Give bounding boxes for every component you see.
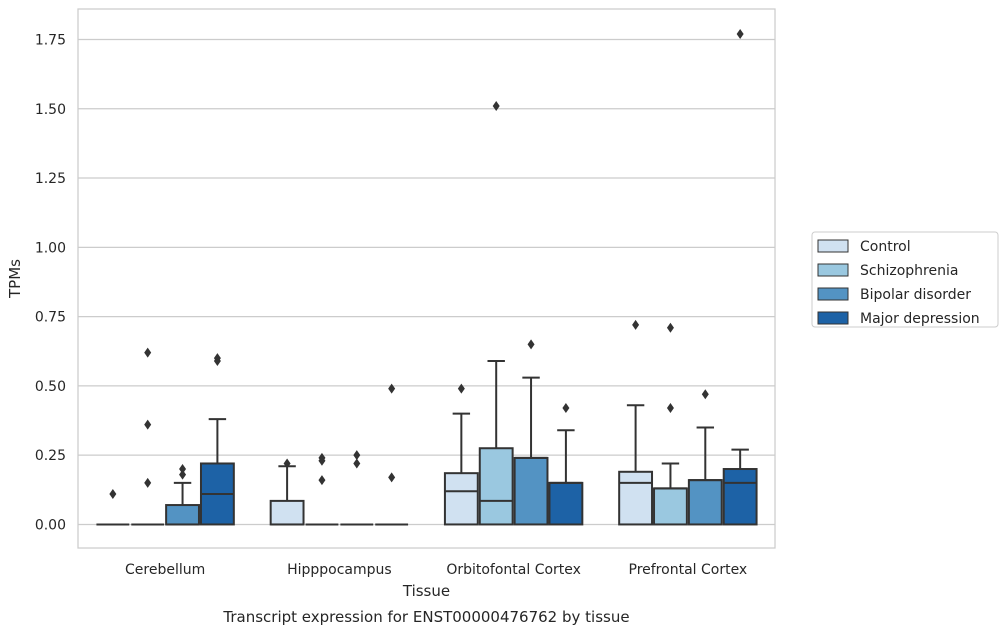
box-group [548, 403, 584, 526]
x-tick-labels: Cerebellum Hipppocampus Orbitofontal Corte… [125, 562, 747, 578]
y-tick-label: 1.25 [35, 171, 66, 187]
legend-frame [811, 231, 999, 328]
outlier-point [179, 469, 187, 480]
chart-title: Transcript expression for ENST0000047676… [222, 608, 629, 626]
outlier-point [283, 458, 291, 469]
y-tick-label: 1.50 [35, 102, 66, 118]
box-group [375, 383, 409, 526]
box-group [653, 322, 688, 526]
outlier-point [353, 458, 361, 469]
legend-label: Major depression [860, 311, 980, 327]
legend-swatch [817, 263, 849, 277]
box-groups [96, 28, 758, 526]
outlier-point [527, 339, 535, 350]
x-tick-label: Cerebellum [125, 562, 205, 578]
legend-swatch [817, 311, 849, 325]
plot-frame [77, 8, 776, 549]
y-tick-label: 1.00 [35, 240, 66, 256]
y-tick-label: 1.75 [35, 32, 66, 48]
box-group [443, 383, 479, 526]
x-tick-label: Orbitofontal Cortex [446, 562, 581, 578]
y-tick-label: 0.50 [35, 379, 66, 395]
outlier-point [213, 353, 221, 364]
box-group [478, 100, 514, 526]
box-group [165, 464, 200, 526]
box [548, 481, 584, 526]
box-group [722, 28, 758, 526]
box [722, 468, 758, 526]
box-group [131, 347, 165, 526]
outlier-point [318, 452, 326, 463]
y-tick-label: 0.00 [35, 517, 66, 533]
x-tick-label: Hipppocampus [287, 562, 392, 578]
outlier-point [388, 472, 396, 483]
legend-label: Bipolar disorder [860, 287, 971, 303]
legend: Control Schizophrenia Bipolar disorder Majo… [811, 231, 999, 328]
outlier-point [144, 347, 152, 358]
box-group [269, 458, 305, 526]
outlier-point [701, 389, 709, 400]
outlier-point [109, 488, 117, 499]
box-group [687, 389, 723, 526]
box [687, 479, 723, 526]
outlier-point [144, 419, 152, 430]
legend-swatch [817, 239, 849, 253]
box-group [305, 452, 339, 526]
box-group [618, 319, 654, 526]
box-group [340, 450, 374, 526]
box-group [96, 488, 130, 526]
box [513, 456, 549, 526]
y-tick-label: 0.75 [35, 310, 66, 326]
outlier-point [492, 100, 500, 111]
outlier-point [632, 319, 640, 330]
y-tick-label: 0.25 [35, 448, 66, 464]
box-group [513, 339, 549, 526]
outlier-point [353, 450, 361, 461]
outlier-point [736, 28, 744, 39]
outlier-point [144, 477, 152, 488]
outlier-point [179, 464, 187, 475]
y-axis-label: TPMs [6, 259, 24, 299]
outlier-point [666, 322, 674, 333]
box [443, 472, 479, 526]
x-axis-label: Tissue [402, 582, 450, 600]
x-tick-label: Prefrontal Cortex [629, 562, 748, 578]
legend-label: Control [860, 239, 911, 255]
outlier-point [666, 403, 674, 414]
box [165, 504, 200, 526]
box [618, 470, 654, 526]
legend-label: Schizophrenia [860, 263, 958, 279]
outlier-point [457, 383, 465, 394]
box [653, 487, 688, 526]
outlier-point [562, 403, 570, 414]
box [269, 499, 305, 526]
outlier-point [318, 475, 326, 486]
legend-swatch [817, 287, 849, 301]
outlier-point [388, 383, 396, 394]
box [478, 447, 514, 526]
y-tick-labels: 0.00 0.25 0.50 0.75 1.00 1.25 1.50 1.75 [35, 32, 66, 533]
box-group [199, 353, 235, 526]
